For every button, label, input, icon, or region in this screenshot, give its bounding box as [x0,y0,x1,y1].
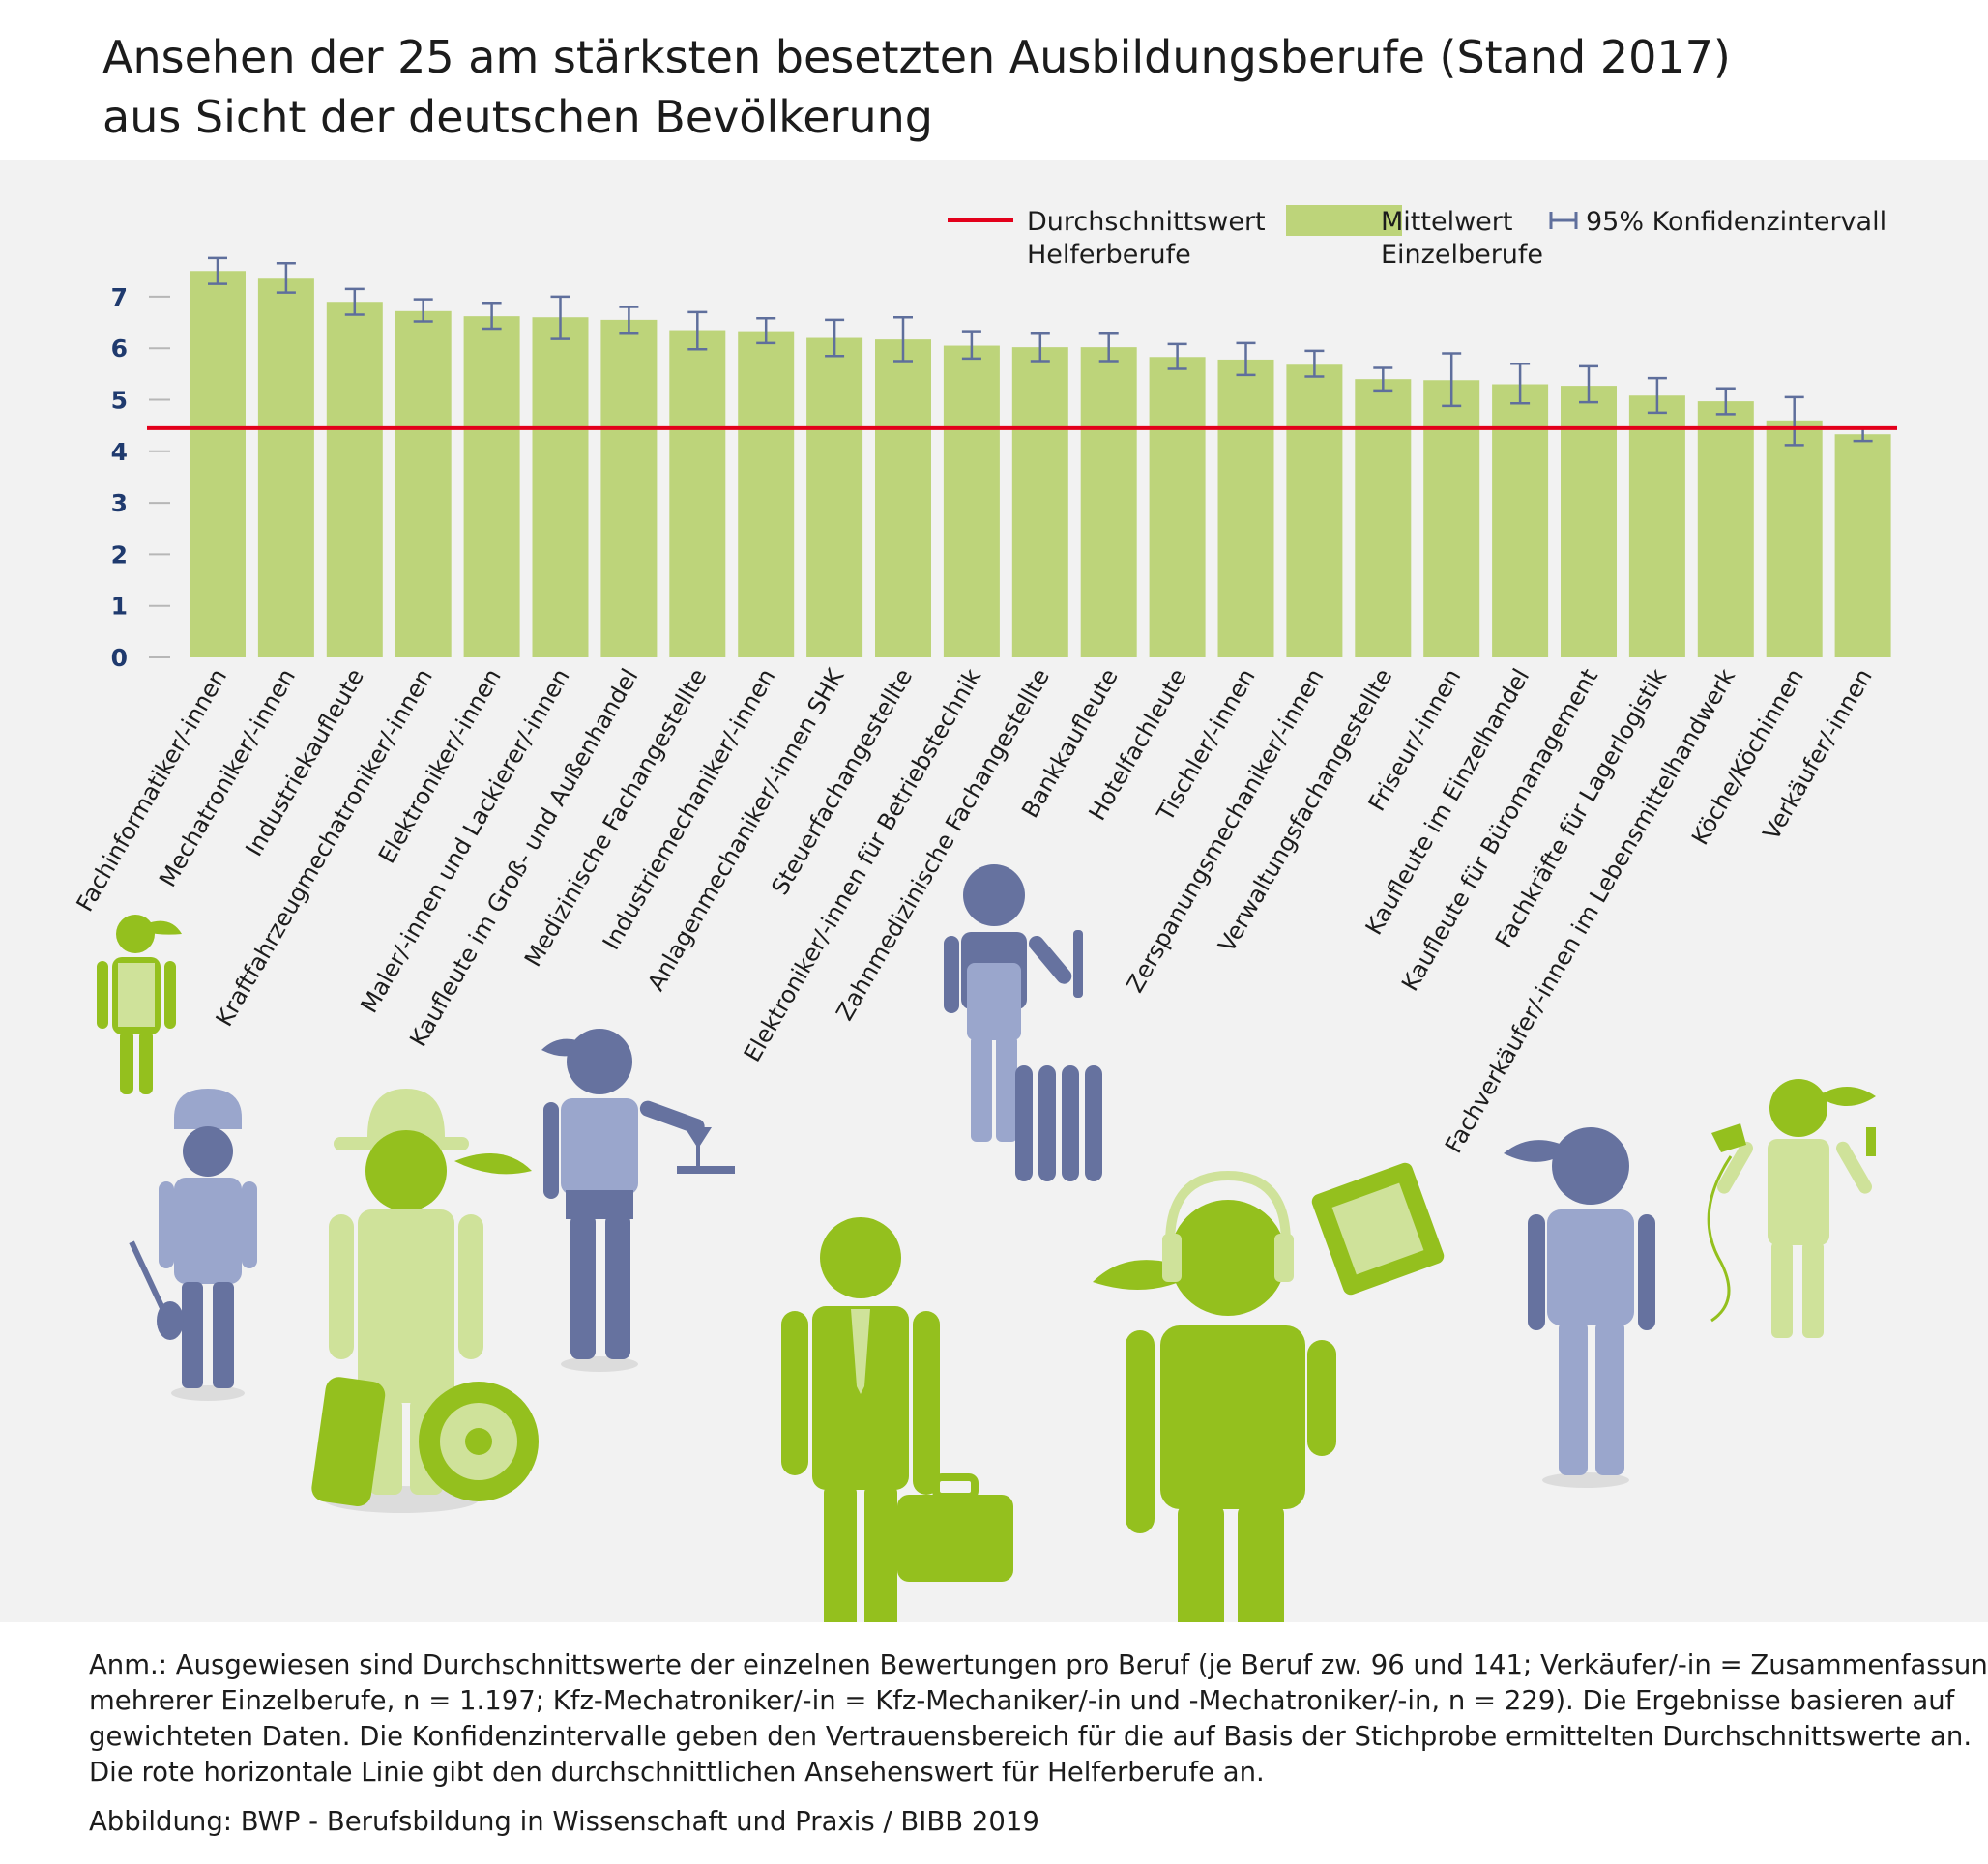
y-tick-label: 3 [111,489,128,517]
title-line-2: aus Sicht der deutschen Bevölkerung [102,91,933,143]
businessman-icon [781,1217,1013,1622]
y-tick-label: 4 [111,438,128,466]
bar [1355,379,1412,657]
bar [1492,384,1549,657]
bar [806,337,863,657]
x-tick-label: Mechatroniker/-innen [154,664,301,891]
bar [1149,357,1206,657]
y-tick-label: 1 [111,593,128,621]
footnote-line-1: Anm.: Ausgewiesen sind Durchschnittswert… [89,1649,1988,1680]
bar [1423,380,1480,657]
footnote: Anm.: Ausgewiesen sind Durchschnittswert… [89,1647,1988,1791]
legend-reference-label-2: Helferberufe [1027,240,1191,270]
legend-bar-label-2: Einzelberufe [1381,240,1543,270]
plumber-icon [944,864,1102,1181]
mechanic-tyre-icon [311,1089,539,1513]
footnote-line-4: Die rote horizontale Linie gibt den durc… [89,1757,1265,1788]
bar [669,330,726,657]
bar [1080,347,1137,657]
bar [1766,420,1823,657]
bar [463,316,520,657]
legend-reference-label-1: Durchschnittswert [1027,207,1266,237]
bar [257,278,314,657]
footnote-line-3: gewichteten Daten. Die Konfidenzinterval… [89,1721,1973,1752]
footnote-line-2: mehrerer Einzelberufe, n = 1.197; Kfz-Me… [89,1685,1955,1716]
call-center-agent-icon [1093,1162,1445,1622]
legend-ci-swatch [1549,212,1578,229]
y-tick-label: 2 [111,540,128,568]
bars [190,271,1891,657]
bar [1217,359,1274,657]
y-tick-label: 5 [111,387,128,415]
bar [1561,386,1617,657]
title-line-1: Ansehen der 25 am stärksten besetzten Au… [102,31,1731,83]
source-credit: Abbildung: BWP - Berufsbildung in Wissen… [89,1806,1039,1837]
bar [326,302,383,657]
waitress-icon [541,1029,735,1372]
bar [1011,347,1068,657]
bar [875,339,931,657]
bar [1697,401,1754,657]
doctor-icon [1504,1127,1655,1488]
bar [738,331,795,657]
illustrations [97,864,1876,1622]
y-tick-label: 0 [111,644,128,672]
worker-apron-icon [97,915,182,1094]
chart-title: Ansehen der 25 am stärksten besetzten Au… [102,27,1731,147]
hairdresser-icon [1707,1079,1876,1338]
bar [1834,434,1891,657]
bar [395,310,452,657]
bar-chart: Durchschnittswert Helferberufe Mittelwer… [72,205,1897,1622]
legend-bar-swatch [1286,205,1402,236]
y-tick-label: 7 [111,283,128,311]
bar [1628,395,1685,657]
x-tick-label: Elektroniker/-innen [373,664,507,868]
legend-bar-label-1: Mittelwert [1381,207,1512,237]
y-tick-label: 6 [111,335,128,363]
chart-legend: Durchschnittswert Helferberufe Mittelwer… [948,205,1886,270]
bar [600,319,658,657]
y-axis: 0 1 2 3 4 5 6 7 [111,283,170,672]
bar [532,317,589,657]
bar [190,271,246,657]
chef-icon [129,1089,257,1401]
bar [943,345,1000,657]
legend-ci-label: 95% Konfidenzintervall [1586,207,1886,237]
bar [1286,364,1343,657]
error-bars [208,256,1873,447]
chart-panel: Durchschnittswert Helferberufe Mittelwer… [0,160,1988,1622]
